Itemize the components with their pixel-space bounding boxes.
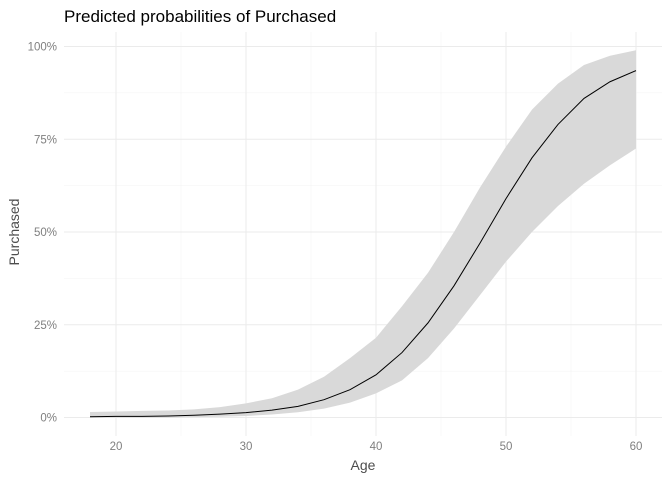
- x-tick-label: 40: [370, 441, 383, 453]
- confidence-band: [90, 50, 636, 418]
- grid: [64, 32, 662, 436]
- y-axis-title: Purchased: [6, 199, 22, 266]
- y-tick-labels: 0% 25% 50% 75% 100%: [28, 42, 57, 425]
- x-tick-label: 50: [500, 441, 513, 453]
- y-tick-label: 75%: [34, 134, 57, 146]
- prediction-line: [89, 70, 637, 418]
- y-tick-label: 50%: [34, 227, 57, 239]
- y-tick-label: 100%: [28, 42, 57, 54]
- x-tick-label: 20: [110, 441, 123, 453]
- x-tick-label: 60: [630, 441, 643, 453]
- x-tick-labels: 20 30 40 50 60: [110, 441, 643, 453]
- y-tick-label: 25%: [34, 320, 57, 332]
- y-tick-label: 0%: [40, 413, 57, 425]
- x-axis-title: Age: [351, 457, 376, 473]
- chart-title: Predicted probabilities of Purchased: [64, 7, 336, 26]
- x-tick-label: 30: [240, 441, 253, 453]
